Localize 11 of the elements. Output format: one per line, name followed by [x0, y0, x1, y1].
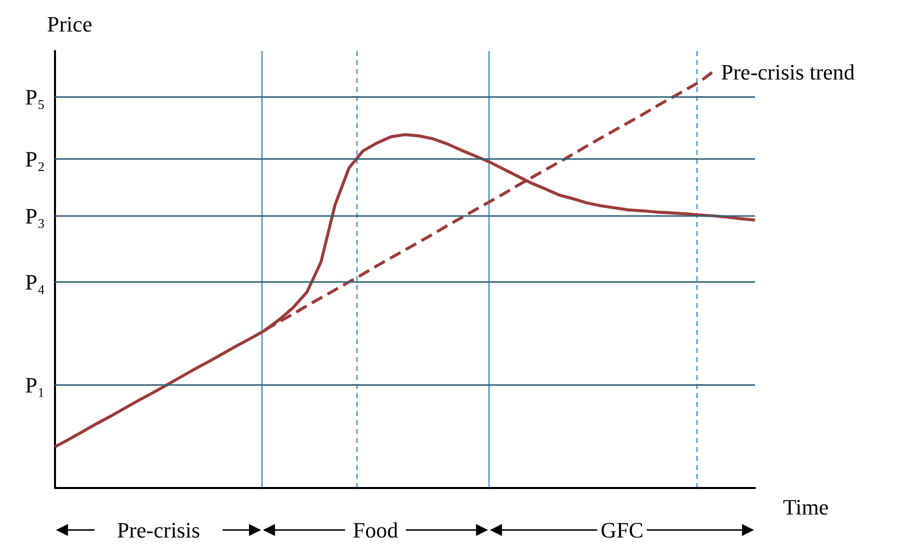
- text: GFC: [600, 518, 644, 542]
- x-axis-title: Time: [783, 494, 829, 520]
- ref-line-label: P₄: [25, 269, 45, 294]
- y-axis-title: Price: [47, 12, 92, 36]
- text: Food: [352, 518, 398, 542]
- series-label: Pre-crisis trend: [721, 59, 855, 84]
- ref-line-label: P₃: [25, 203, 45, 228]
- text: Pre-crisis: [116, 518, 200, 542]
- ref-line-label: P₁: [25, 372, 45, 398]
- ref-line-label: P₅: [25, 84, 45, 110]
- ref-line-label: P₂: [25, 146, 45, 172]
